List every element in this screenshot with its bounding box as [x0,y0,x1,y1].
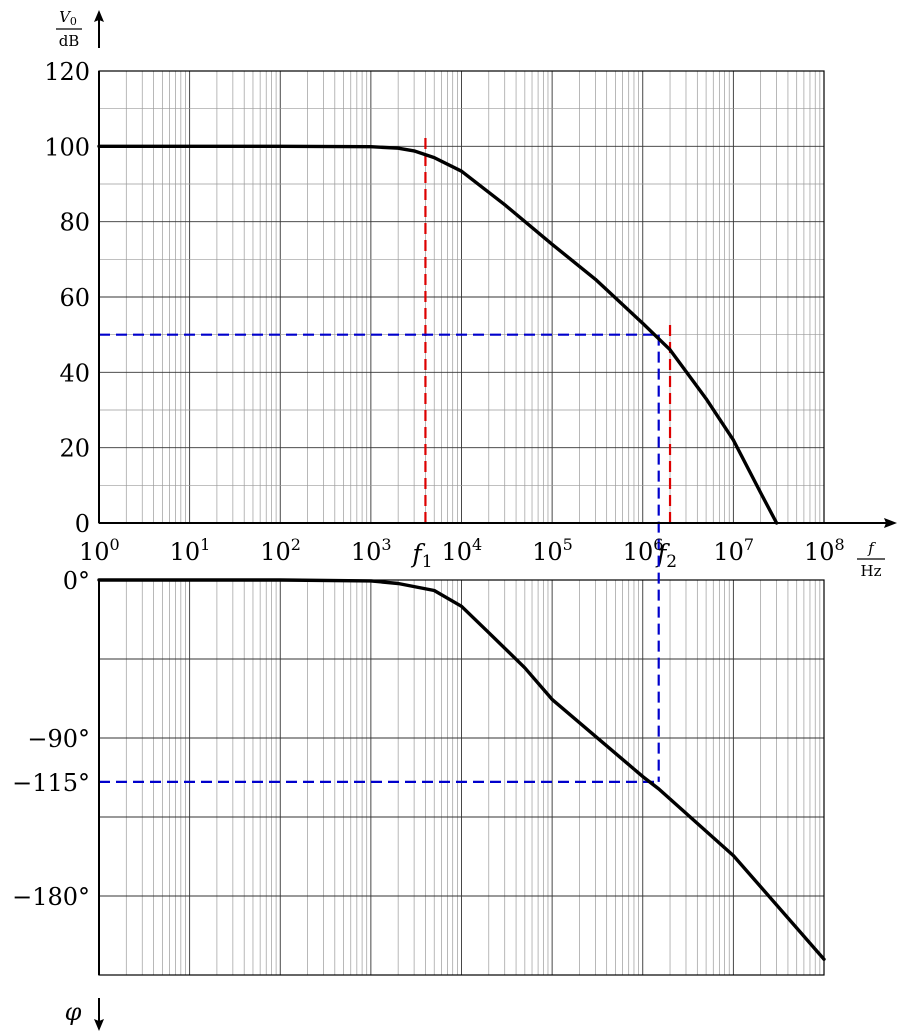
phase-tick-label: 0° [63,567,90,595]
phase-axis-label: φ [65,998,82,1026]
frequency-tick-label: 100 [79,535,120,566]
magnitude-axis-arrow [94,10,104,22]
phase-reference-label: −115° [12,769,90,797]
magnitude-tick-label: 60 [59,284,90,312]
axis-labels: V0 dB f Hz φ [56,8,897,1031]
phase-axis-arrow [94,1019,104,1031]
magnitude-curve [97,144,779,525]
frequency-tick-label: 105 [532,535,573,566]
magnitude-tick-label: 100 [44,133,90,161]
magnitude-axis-label-denominator: dB [59,32,80,50]
frequency-axis-label-denominator: Hz [861,562,882,580]
phase-grid [98,579,825,976]
magnitude-tick-label: 40 [59,359,90,387]
frequency-tick-label: 103 [351,535,392,566]
tick-labels: 0 20 40 60 80 100 120 0° −90° −180° 100 101 102 103 10… [12,58,845,911]
magnitude-tick-label: 0 [75,510,90,538]
phase-annotations: −115° [12,334,660,797]
magnitude-tick-label: 80 [59,209,90,237]
frequency-tick-label: 101 [170,535,211,566]
phase-tick-label: −180° [12,883,90,911]
frequency-tick-label: 107 [713,535,754,566]
frequency-axis-arrow [884,518,897,528]
frequency-tick-label: 106 [623,535,664,566]
frequency-tick-label: 108 [804,535,845,566]
magnitude-tick-label: 20 [59,435,90,463]
phase-curve [97,578,826,961]
magnitude-axis-label-numerator: V0 [59,8,77,28]
phase-tick-label: −90° [27,725,90,753]
curves [97,144,826,961]
magnitude-grid [98,70,825,524]
frequency-axis-label-numerator: f [867,539,876,557]
frequency-tick-label: 102 [260,535,301,566]
cutoff-label-f1: f1 [410,539,432,572]
magnitude-annotations: f1 f2 [99,136,677,572]
magnitude-tick-label: 120 [44,58,90,86]
frequency-tick-label: 104 [442,535,483,566]
